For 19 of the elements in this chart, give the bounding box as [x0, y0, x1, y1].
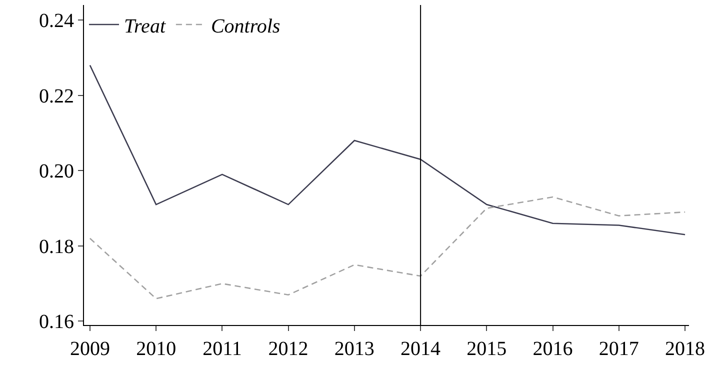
line-series [89, 196, 686, 300]
y-tick-label: 0.16 [39, 311, 74, 334]
x-tick-label: 2013 [334, 338, 374, 360]
x-tick-label: 2010 [136, 338, 176, 360]
x-tick-label: 2014 [400, 338, 441, 360]
line-series [89, 64, 686, 236]
y-tick-label: 0.22 [39, 85, 74, 108]
y-tick-label: 0.24 [39, 10, 74, 32]
x-tick-label: 2016 [532, 338, 573, 360]
legend-label: Treat [124, 15, 166, 38]
x-tick-label: 2017 [598, 338, 639, 360]
y-tick-label: 0.20 [39, 160, 74, 183]
y-tick-label: 0.18 [39, 236, 74, 258]
x-tick-label: 2011 [202, 338, 242, 360]
x-tick-label: 2015 [466, 338, 507, 360]
legend-label: Controls [210, 15, 280, 38]
x-tick-label: 2012 [268, 338, 308, 360]
x-tick-label: 2018 [665, 338, 706, 360]
x-tick-label: 2009 [70, 338, 110, 360]
